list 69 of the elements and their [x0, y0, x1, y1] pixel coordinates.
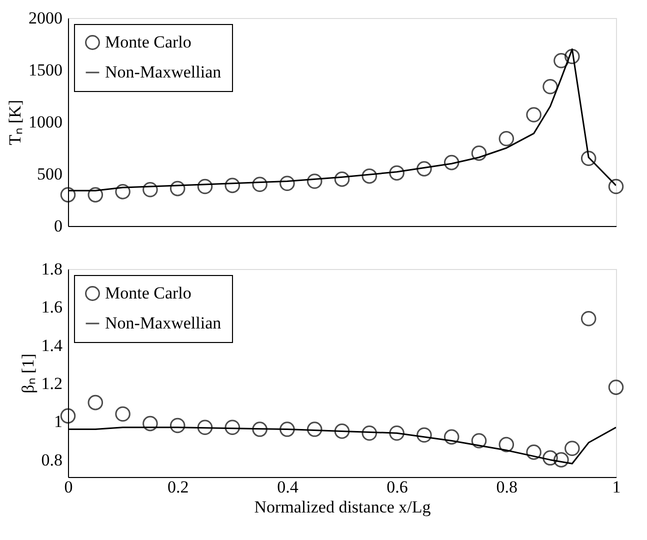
point [306, 422, 322, 437]
point [224, 420, 240, 436]
y-tick-label: 1000 [28, 112, 62, 132]
y-axis-title: βₙ [1] [18, 354, 38, 394]
point [444, 429, 460, 445]
point [498, 436, 514, 452]
point [197, 420, 213, 436]
point [142, 182, 158, 198]
point [142, 416, 158, 432]
point [444, 154, 460, 170]
legend-label: Monte Carlo [105, 284, 192, 302]
x-tick-label: 0.6 [386, 478, 408, 496]
point [608, 380, 624, 395]
y-tick-label: 1.2 [41, 374, 62, 393]
point [498, 131, 514, 146]
point [526, 444, 542, 460]
point [60, 187, 76, 202]
y-tick-label: 1500 [28, 60, 62, 80]
point [224, 178, 240, 194]
y-axis-title: Tₙ [K] [6, 100, 24, 146]
point [542, 450, 558, 466]
point [471, 433, 487, 448]
point [88, 394, 104, 410]
point [389, 165, 404, 181]
point [60, 408, 76, 424]
point [564, 440, 580, 456]
point [471, 146, 487, 161]
point [580, 310, 596, 326]
y-tick-label: 1 [54, 412, 62, 432]
point [115, 406, 130, 422]
point [252, 176, 268, 192]
point [580, 150, 596, 166]
point [526, 107, 542, 122]
point [554, 452, 569, 468]
point [115, 184, 130, 200]
point [416, 161, 432, 176]
point [564, 48, 580, 64]
point [170, 180, 186, 196]
point [554, 53, 569, 68]
y-tick-label: 500 [37, 164, 62, 184]
y-tick-label: 0.8 [41, 450, 62, 470]
legend-label: Non-Maxwellian [105, 62, 222, 82]
y-tick-label: 0 [54, 216, 62, 236]
point [416, 427, 432, 443]
y-tick-label: 1.4 [41, 336, 63, 355]
point [280, 422, 295, 437]
point [334, 172, 350, 187]
x-tick-label: 0.2 [167, 478, 189, 496]
x-tick-label: 0.8 [496, 478, 518, 496]
y-tick-label: 1.8 [41, 260, 62, 278]
point [88, 187, 104, 202]
point [362, 168, 378, 184]
y-tick-label: 2000 [28, 8, 62, 28]
y-tick-label: 1.6 [41, 298, 62, 317]
point [197, 178, 213, 194]
point [334, 424, 350, 439]
point [542, 79, 558, 94]
point [362, 425, 378, 441]
x-tick-label: 0.4 [277, 478, 299, 496]
point [389, 425, 404, 441]
x-tick-label: 1 [612, 478, 621, 496]
point [608, 178, 624, 194]
legend-label: Monte Carlo [105, 32, 192, 52]
legend-label: Non-Maxwellian [105, 314, 222, 332]
point [170, 418, 186, 434]
point [252, 422, 268, 437]
point [306, 174, 322, 189]
point [280, 176, 295, 191]
x-axis-title: Normalized distance x/Lg [254, 498, 432, 516]
